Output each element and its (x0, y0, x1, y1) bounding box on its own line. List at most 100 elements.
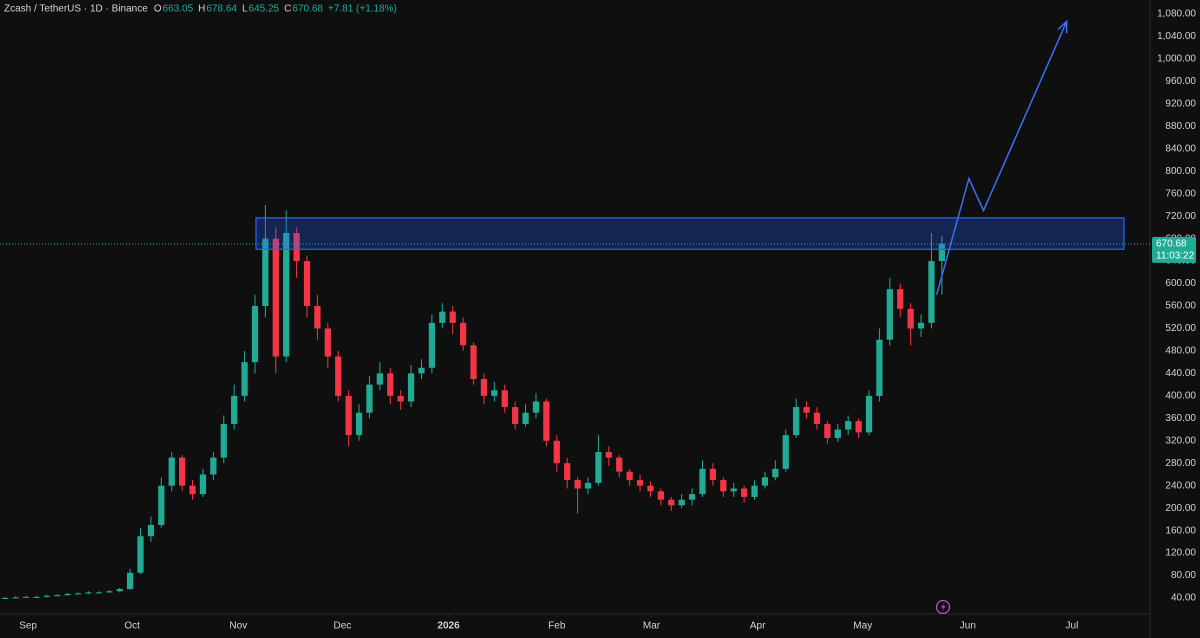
candle-body (428, 322, 436, 368)
x-tick-label: Jul (1066, 621, 1079, 632)
x-tick-label: Oct (124, 621, 140, 632)
last-price-label: 670.68 (1156, 238, 1187, 249)
candle-body (126, 572, 134, 590)
candle-body (116, 589, 123, 592)
candle-body (137, 536, 144, 573)
candle-body (782, 435, 789, 469)
candle-body (314, 306, 321, 329)
y-tick-label: 160.00 (1165, 525, 1196, 536)
arrow-head (1057, 19, 1068, 34)
ohlc-value: 670.68 (292, 4, 323, 15)
event-icon (935, 599, 951, 615)
x-tick-label: Jun (960, 621, 976, 632)
change: +7.81 (+1.18%) (328, 4, 397, 15)
candle-body (335, 356, 342, 396)
candle-body (834, 429, 841, 438)
candle-body (699, 468, 706, 495)
candle-body (272, 238, 279, 357)
ohlc-value: 645.25 (249, 4, 280, 15)
y-tick-label: 760.00 (1165, 188, 1196, 199)
x-tick-label: Nov (229, 621, 247, 632)
candle-body (199, 474, 207, 495)
y-tick-label: 240.00 (1165, 480, 1196, 491)
y-tick-label: 80.00 (1171, 570, 1196, 581)
resistance-zone (255, 217, 1125, 250)
candle-body (532, 401, 540, 413)
candle-body (283, 233, 290, 357)
candle-body (449, 311, 456, 323)
y-tick-label: 120.00 (1165, 548, 1196, 559)
x-tick-label: Sep (19, 621, 37, 632)
candle-body (761, 477, 769, 486)
ohlc-label: O (154, 4, 162, 15)
candle-body (293, 233, 300, 262)
x-tick-label: Dec (333, 621, 351, 632)
candle-body (772, 468, 779, 478)
header: Zcash / TetherUS · 1D · Binance (4, 4, 148, 15)
candle-body (917, 322, 925, 329)
countdown: 11:03:22 (1156, 250, 1195, 261)
candle-body (54, 595, 61, 597)
projection-path (935, 20, 1068, 295)
candle-body (366, 384, 373, 413)
candle-body (168, 457, 175, 486)
candle-body (95, 592, 102, 594)
candle-body (740, 488, 748, 497)
icon-bolt (941, 602, 946, 612)
candle-body (324, 328, 331, 357)
candle-body (501, 390, 508, 408)
ohlc-value: 678.64 (206, 4, 237, 15)
candle-body (491, 390, 498, 396)
candle-body (262, 238, 269, 306)
y-tick-label: 840.00 (1165, 143, 1196, 154)
y-tick-label: 600.00 (1165, 278, 1196, 289)
candle-body (730, 488, 737, 492)
candle-body (793, 407, 800, 436)
candle-body (938, 243, 945, 262)
candle-body (636, 480, 644, 486)
candle-body (657, 491, 664, 500)
candle-body (543, 401, 550, 441)
y-tick-label: 480.00 (1165, 346, 1196, 357)
candle-body (387, 373, 394, 396)
candle-body (876, 339, 883, 396)
candle-body (210, 457, 217, 475)
y-tick-label: 800.00 (1165, 166, 1196, 177)
candle-body (303, 261, 311, 306)
candle-body (2, 598, 9, 599)
candle-body (512, 407, 519, 424)
candle-body (886, 289, 893, 340)
candle-body (824, 423, 831, 438)
candle-body (189, 485, 196, 495)
candle-body (668, 499, 675, 506)
candle-body (397, 395, 404, 402)
candle-body (813, 412, 821, 424)
candle-body (480, 379, 488, 396)
candle-body (928, 261, 935, 323)
candle-body (64, 594, 71, 596)
candle-body (605, 452, 612, 458)
candle-body (43, 595, 50, 597)
candle-body (470, 345, 477, 379)
ohlc-label: H (198, 4, 205, 15)
candle-body (220, 423, 227, 458)
x-tick-label: Mar (643, 621, 661, 632)
symbol: Zcash / TetherUS · 1D · Binance (4, 4, 148, 15)
candle-body (584, 482, 592, 489)
candle-body (845, 421, 852, 430)
candle-body (241, 362, 248, 396)
y-tick-label: 400.00 (1165, 390, 1196, 401)
candle-body (595, 452, 602, 483)
y-tick-label: 320.00 (1165, 435, 1196, 446)
candle-body (678, 499, 685, 506)
candle-body (907, 308, 914, 329)
candle-body (251, 306, 259, 363)
candles (2, 204, 945, 600)
candle-body (12, 597, 19, 599)
y-tick-label: 360.00 (1165, 413, 1196, 424)
candle-body (231, 395, 238, 424)
x-tick-label: May (853, 621, 872, 632)
ohlc-value: 663.05 (163, 4, 194, 15)
y-tick-label: 200.00 (1165, 503, 1196, 514)
